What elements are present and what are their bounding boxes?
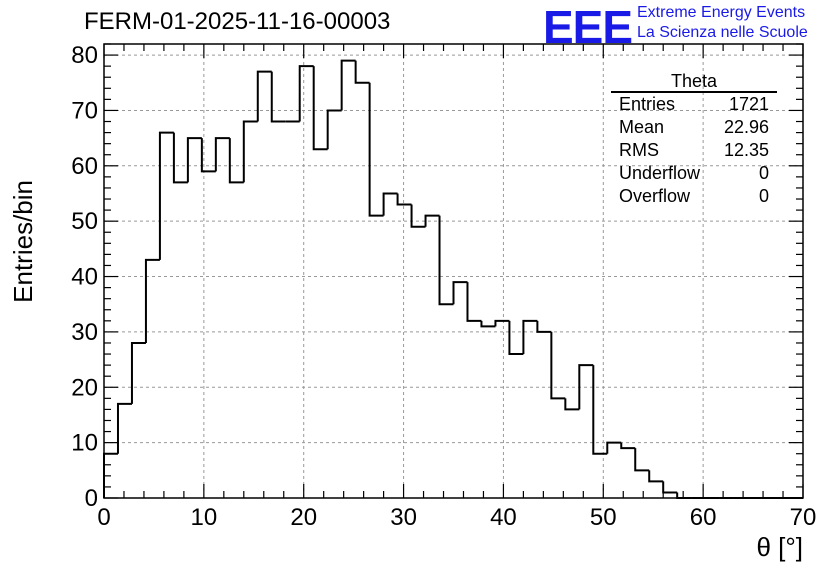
histogram-bin: [466, 282, 482, 322]
histogram-bin: [382, 192, 398, 216]
stats-row-rms: RMS 12.35: [611, 139, 777, 162]
histogram-bin: [634, 448, 650, 472]
y-axis-label: Entries/bin: [8, 180, 38, 303]
histogram-bin: [648, 470, 664, 483]
eee-tagline-2: La Scienza nelle Scuole: [637, 24, 808, 41]
y-tick-label: 20: [71, 374, 98, 401]
y-tick-label: 40: [71, 264, 98, 291]
histogram-bin: [340, 59, 356, 111]
eee-logo: EEE: [543, 1, 633, 53]
histogram-bin: [564, 398, 580, 411]
y-tick-label: 0: [85, 485, 98, 512]
histogram-bin: [270, 71, 286, 123]
histogram-bin: [214, 137, 230, 172]
plot-title: FERM-01-2025-11-16-00003: [84, 8, 391, 35]
x-axis-label: θ [°]: [756, 532, 803, 562]
histogram-bin: [410, 204, 426, 228]
histogram-bin: [606, 441, 622, 454]
stats-row-underflow: Underflow 0: [611, 162, 777, 185]
plot-frame: [103, 43, 804, 499]
histogram-bin: [550, 331, 566, 400]
y-tick-label: 10: [71, 430, 98, 457]
stats-value: 0: [758, 163, 769, 183]
histogram-bin: [200, 138, 216, 173]
eee-tagline-1: Extreme Energy Events: [637, 4, 806, 21]
histogram-bin: [256, 70, 272, 122]
histogram-bin: [662, 481, 678, 494]
histogram-bin: [578, 364, 594, 410]
stats-row-overflow: Overflow 0: [611, 185, 777, 208]
histogram-bin: [522, 319, 538, 355]
histogram-bin: [298, 65, 314, 122]
histogram-bin: [130, 341, 146, 404]
y-tick-label: 60: [71, 153, 98, 180]
x-tick-label: 0: [97, 504, 110, 531]
histogram-bin: [144, 258, 160, 343]
histogram-bin: [592, 365, 608, 455]
histogram-bin: [368, 82, 384, 217]
y-tick-label: 80: [71, 42, 98, 69]
stats-value: 22.96: [723, 117, 769, 137]
histogram-bin: [186, 137, 202, 183]
x-tick-label: 30: [390, 504, 417, 531]
y-tick-label: 30: [71, 319, 98, 346]
histogram-bin: [480, 320, 496, 328]
stats-box: Theta Entries 1721 Mean 22.96 RMS 12.35 …: [611, 72, 777, 208]
x-tick-label: 50: [590, 504, 617, 531]
histogram-bin: [424, 214, 440, 227]
histogram-bin: [172, 132, 188, 184]
x-tick-label: 60: [690, 504, 717, 531]
x-tick-label: 20: [290, 504, 317, 531]
stats-value: 0: [758, 186, 769, 206]
stats-value: 12.35: [723, 140, 769, 160]
histogram-bin: [326, 109, 342, 150]
y-tick-label: 50: [71, 208, 98, 235]
histogram-bin: [103, 452, 118, 498]
stats-row-entries: Entries 1721: [611, 93, 777, 116]
x-tick-label: 10: [191, 504, 218, 531]
histogram-bin: [508, 320, 524, 356]
histogram-bin: [116, 402, 132, 454]
stats-label: Overflow: [619, 186, 691, 206]
stats-label: Mean: [619, 117, 665, 137]
y-tick-label: 70: [71, 97, 98, 124]
histogram-bin: [354, 60, 370, 84]
histogram-bin: [396, 193, 412, 206]
stats-row-mean: Mean 22.96: [611, 116, 777, 139]
stats-value: 1721: [728, 94, 769, 114]
histogram-bin: [452, 281, 468, 305]
x-tick-label: 40: [490, 504, 517, 531]
histogram-bin: [620, 442, 636, 450]
stats-title: Theta: [611, 72, 777, 93]
histogram-bin: [228, 138, 244, 184]
histogram-bin: [676, 492, 692, 499]
histogram-bin: [312, 66, 328, 151]
histogram-bin: [536, 320, 552, 333]
stats-label: Underflow: [619, 163, 701, 183]
x-tick-label: 70: [790, 504, 817, 531]
stats-label: RMS: [619, 140, 659, 160]
histogram-bin: [438, 215, 454, 306]
histogram-bin: [158, 131, 174, 260]
stats-label: Entries: [619, 94, 676, 114]
histogram-bin: [242, 120, 258, 183]
histogram-bin: [494, 319, 510, 327]
